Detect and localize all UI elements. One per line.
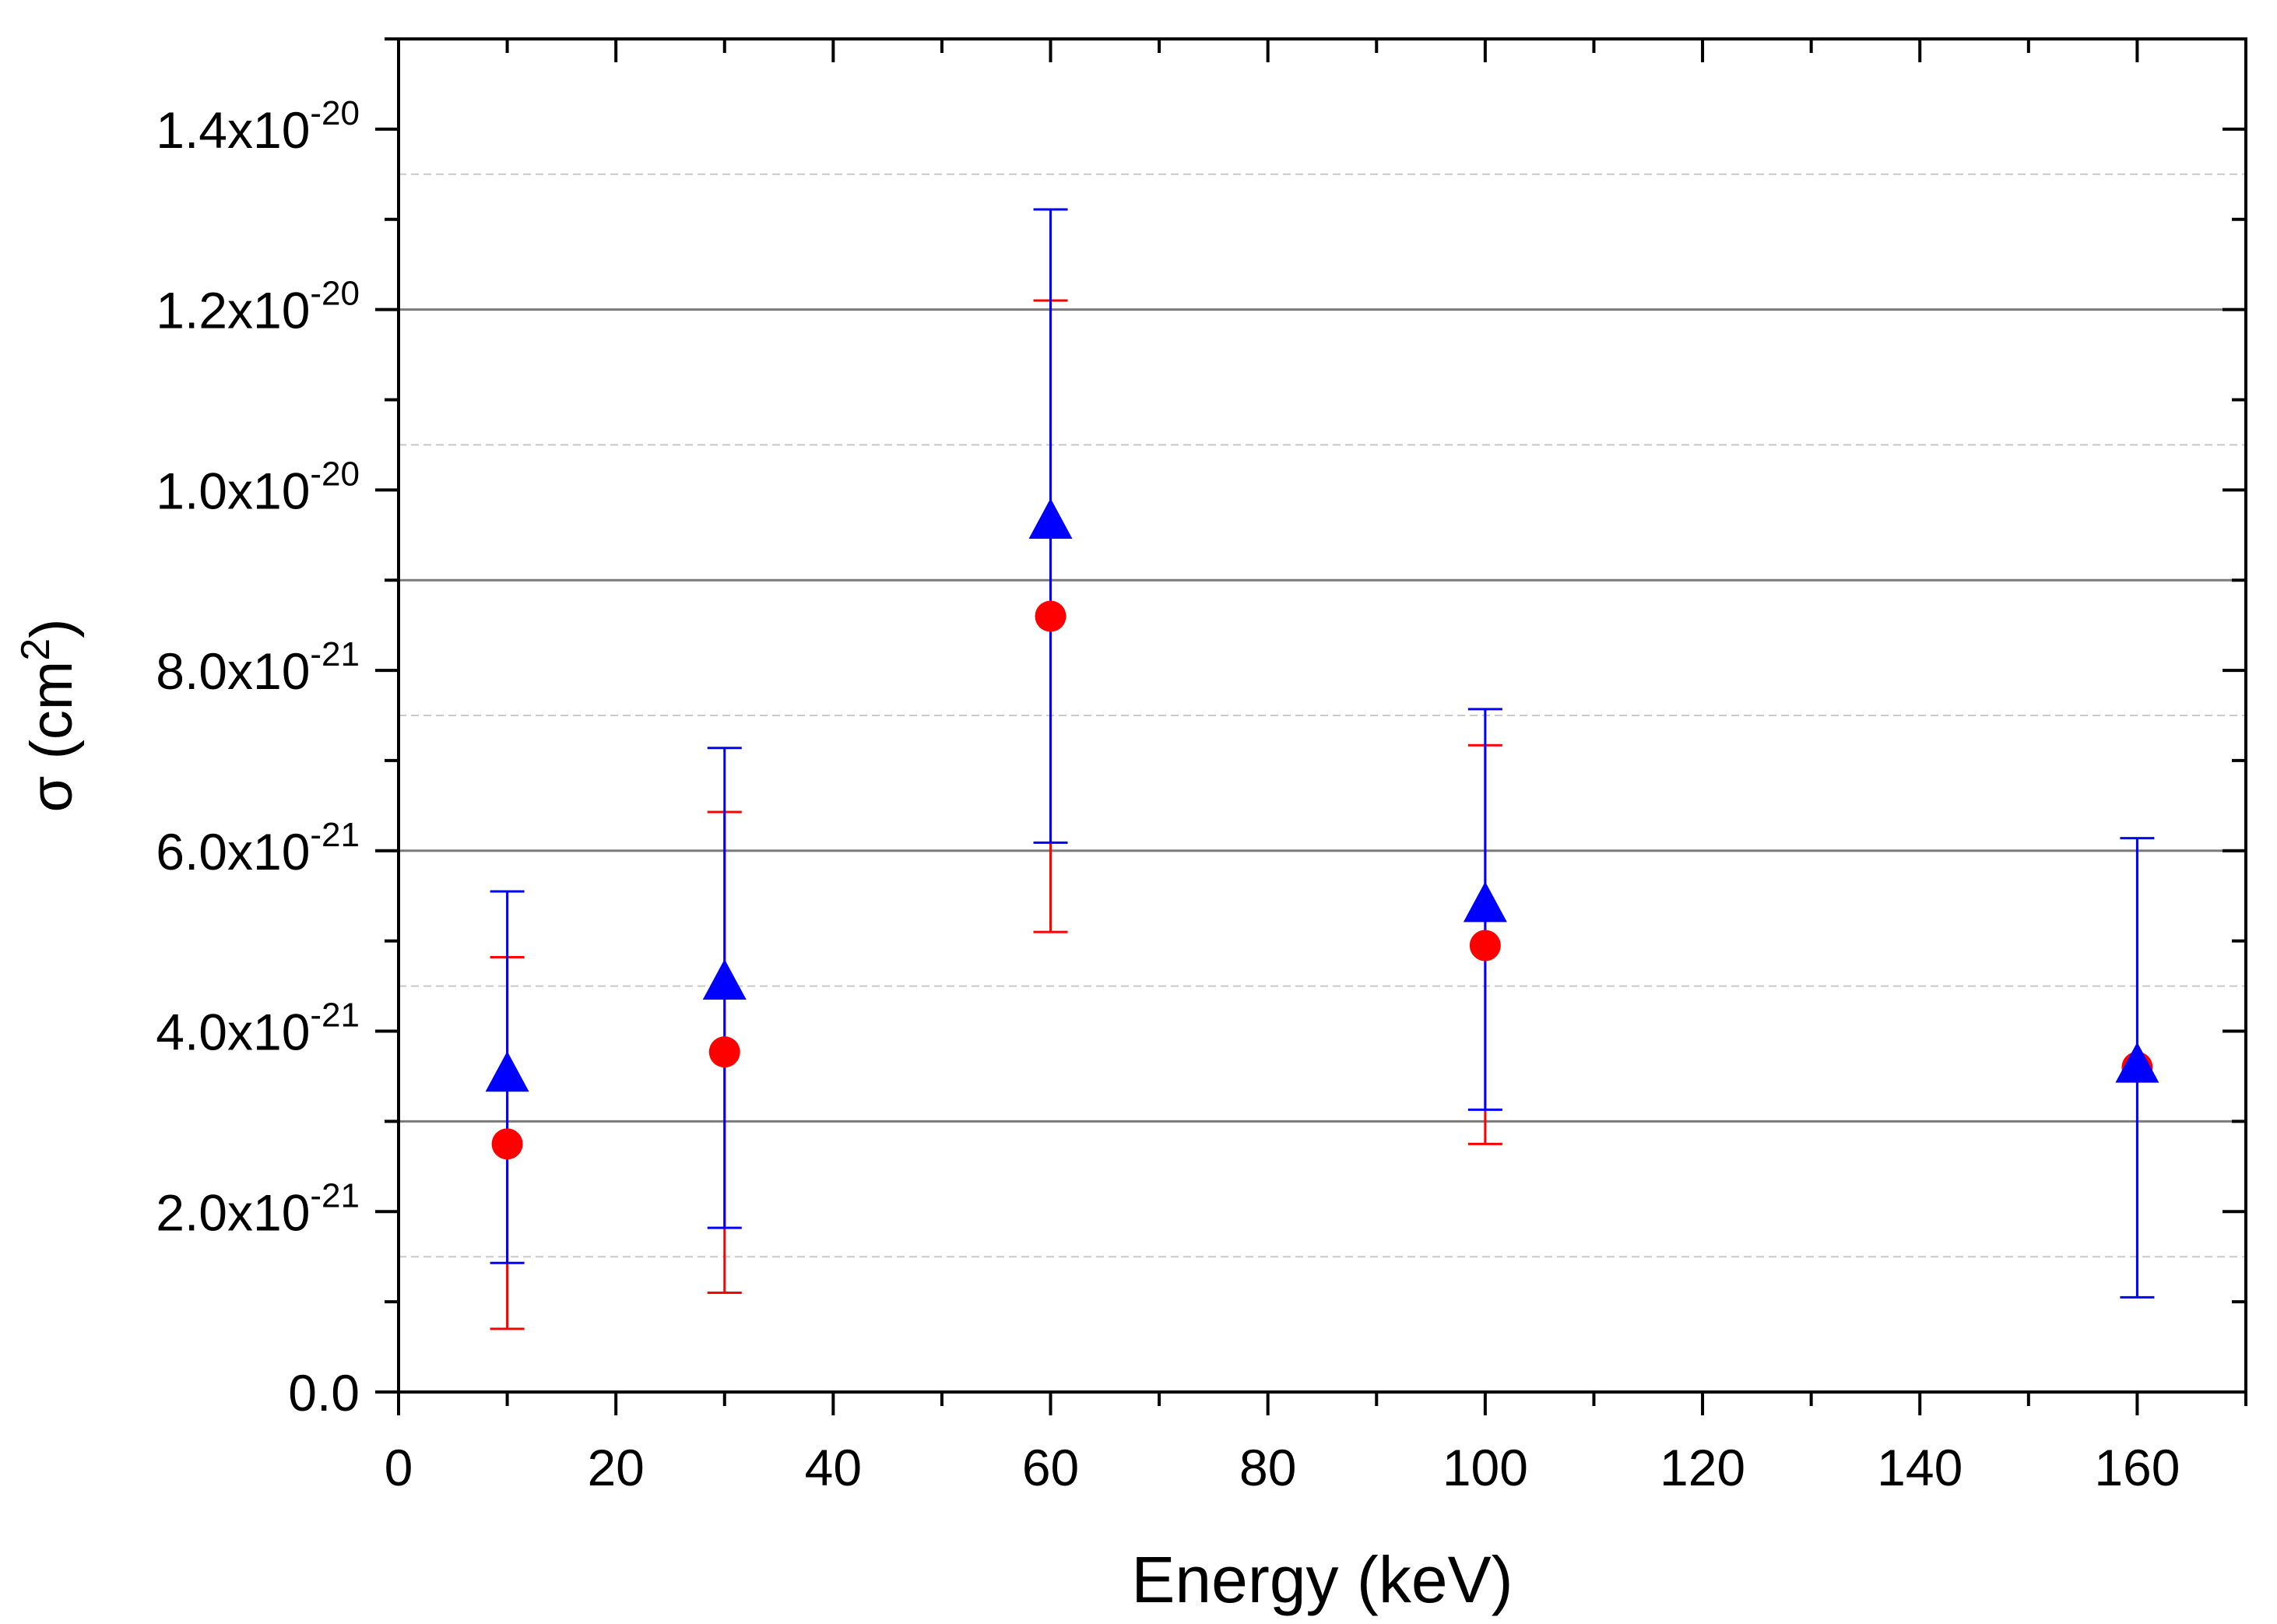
- series-circles-point: [491, 1128, 523, 1160]
- x-tick-label: 160: [2094, 1439, 2180, 1496]
- y-tick-exponent: -21: [310, 1176, 360, 1214]
- series-triangles-point: [1028, 497, 1073, 539]
- grid-layer: [399, 173, 2246, 1258]
- x-tick-label: 0: [385, 1439, 413, 1496]
- labels-layer: 0 20 40 60 80 100 120 140 1600.02.0x10-214.0x10-…: [156, 94, 2180, 1496]
- y-tick-mantissa: 2.0x10: [156, 1183, 310, 1241]
- y-tick-label: 6.0x10-21: [156, 816, 360, 881]
- y-axis-title-main: σ (cm: [19, 661, 85, 813]
- y-tick-mantissa: 1.2x10: [156, 282, 310, 339]
- series-circles-point: [1035, 600, 1066, 632]
- y-tick-label: 8.0x10-21: [156, 635, 360, 700]
- y-tick-mantissa: 1.4x10: [156, 101, 310, 159]
- x-tick-label: 120: [1660, 1439, 1745, 1496]
- series-triangles-point: [1463, 881, 1507, 923]
- plot-frame: [397, 37, 2247, 1394]
- y-tick-label: 1.0x10-20: [156, 455, 360, 519]
- y-tick-exponent: -21: [310, 816, 360, 854]
- y-tick-mantissa: 1.0x10: [156, 462, 310, 519]
- y-tick-label: 1.4x10-20: [156, 94, 360, 159]
- y-axis-title: σ (cm2): [13, 619, 85, 813]
- y-tick-label: 1.2x10-20: [156, 275, 360, 339]
- y-tick-mantissa: 8.0x10: [156, 642, 310, 700]
- ticks-layer: [375, 37, 2247, 1415]
- y-tick-exponent: -21: [310, 635, 360, 673]
- y-tick-exponent: -20: [310, 94, 360, 132]
- y-axis-title-sup: 2: [13, 638, 58, 661]
- x-tick-label: 80: [1239, 1439, 1296, 1496]
- series-circles-point: [1469, 930, 1501, 961]
- y-tick-exponent: -20: [310, 455, 360, 493]
- series-triangles-point: [485, 1051, 529, 1092]
- marker-layer: [485, 497, 2159, 1160]
- y-tick-label: 2.0x10-21: [156, 1176, 360, 1241]
- x-tick-label: 20: [587, 1439, 644, 1496]
- y-tick-mantissa: 6.0x10: [156, 823, 310, 881]
- series-triangles-point: [702, 959, 747, 1000]
- y-tick-exponent: -20: [310, 275, 360, 313]
- series-circles-point: [708, 1036, 740, 1068]
- series-triangles-point: [2115, 1042, 2159, 1083]
- x-tick-label: 40: [805, 1439, 862, 1496]
- x-axis-title: Energy (keV): [1131, 1543, 1513, 1616]
- y-tick-mantissa: 4.0x10: [156, 1004, 310, 1061]
- y-tick-exponent: -21: [310, 997, 360, 1035]
- y-tick-label: 4.0x10-21: [156, 997, 360, 1061]
- y-tick-label: 0.0: [288, 1364, 360, 1422]
- y-tick-mantissa: 0.0: [288, 1364, 360, 1422]
- x-tick-label: 100: [1442, 1439, 1528, 1496]
- x-tick-label: 60: [1022, 1439, 1079, 1496]
- x-tick-label: 140: [1877, 1439, 1963, 1496]
- y-axis-title-tail: ): [19, 619, 85, 638]
